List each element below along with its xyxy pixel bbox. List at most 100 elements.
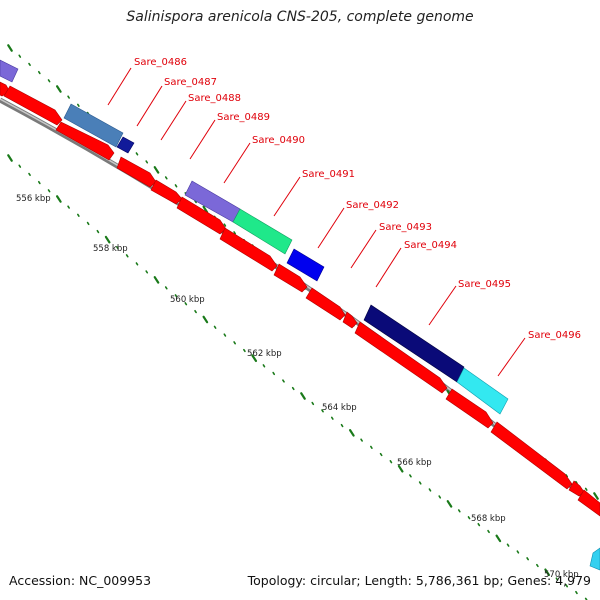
major-tick bbox=[55, 195, 62, 203]
minor-tick bbox=[86, 221, 90, 226]
label-leaders bbox=[107, 67, 526, 377]
cds-arrow bbox=[273, 263, 308, 293]
cds-arrow bbox=[577, 489, 600, 517]
minor-tick bbox=[96, 229, 100, 234]
gene-labels: Sare_0486 Sare_0487 Sare_0488 Sare_0489 … bbox=[134, 57, 581, 341]
major-tick bbox=[495, 534, 502, 543]
minor-tick bbox=[164, 176, 168, 180]
minor-tick bbox=[321, 409, 324, 413]
minor-tick bbox=[164, 286, 168, 290]
minor-tick bbox=[37, 180, 41, 185]
kbp-label: 568 kbp bbox=[471, 514, 506, 524]
gene-label: Sare_0488 bbox=[188, 93, 241, 104]
gene-label: Sare_0496 bbox=[528, 330, 581, 341]
major-tick bbox=[251, 354, 258, 363]
minor-tick bbox=[116, 246, 119, 250]
major-tick bbox=[104, 235, 111, 244]
cds-arrow bbox=[219, 227, 278, 272]
minor-tick bbox=[194, 309, 197, 314]
minor-tick bbox=[47, 189, 51, 193]
gene-label: Sare_0494 bbox=[404, 240, 457, 251]
minor-tick bbox=[223, 333, 227, 337]
major-tick bbox=[593, 492, 599, 500]
minor-tick bbox=[67, 95, 70, 99]
minor-tick bbox=[555, 577, 559, 581]
minor-tick bbox=[272, 371, 276, 376]
gene-block-next bbox=[589, 547, 600, 571]
minor-tick bbox=[135, 152, 139, 156]
minor-tick bbox=[526, 557, 529, 561]
minor-tick bbox=[213, 325, 217, 329]
minor-tick bbox=[477, 522, 481, 527]
kbp-label: 564 kbp bbox=[322, 403, 357, 413]
minor-tick bbox=[536, 563, 539, 568]
gene-block-0491 bbox=[286, 248, 325, 282]
gene-block-track bbox=[0, 59, 600, 571]
major-tick bbox=[202, 205, 209, 214]
minor-tick bbox=[174, 184, 178, 188]
gene-label: Sare_0495 bbox=[458, 279, 511, 290]
cds-arrow bbox=[342, 311, 358, 329]
gene-label: Sare_0493 bbox=[379, 222, 432, 233]
minor-tick bbox=[28, 62, 31, 67]
minor-tick bbox=[438, 495, 442, 499]
minor-tick bbox=[457, 509, 461, 513]
gene-block-0485 bbox=[0, 59, 19, 83]
gene-block-0487 bbox=[116, 136, 135, 154]
kbp-label: 566 kbp bbox=[397, 458, 432, 468]
major-tick bbox=[153, 166, 160, 174]
minor-tick bbox=[233, 341, 236, 345]
minor-tick bbox=[428, 488, 432, 492]
minor-tick bbox=[37, 70, 41, 75]
minor-tick bbox=[282, 379, 285, 383]
minor-tick bbox=[418, 481, 422, 485]
major-tick bbox=[446, 500, 453, 508]
minor-tick bbox=[145, 270, 149, 274]
cds-arrow bbox=[3, 85, 63, 126]
gene-label: Sare_0491 bbox=[302, 169, 355, 180]
cds-arrow bbox=[150, 179, 183, 205]
major-tick bbox=[153, 276, 160, 284]
major-tick bbox=[7, 154, 13, 162]
major-tick bbox=[397, 464, 404, 473]
minor-tick bbox=[125, 254, 129, 258]
major-tick bbox=[544, 568, 551, 577]
minor-tick bbox=[311, 401, 315, 406]
minor-tick bbox=[360, 438, 363, 442]
gene-block-0486 bbox=[63, 103, 124, 148]
major-tick bbox=[300, 392, 306, 400]
minor-tick bbox=[575, 590, 578, 595]
accession-label: Accession: NC_009953 bbox=[9, 573, 152, 588]
kbp-label: 570 kbp bbox=[544, 570, 579, 580]
major-tick bbox=[202, 315, 209, 324]
gene-label: Sare_0486 bbox=[134, 57, 187, 68]
minor-tick bbox=[370, 445, 373, 449]
minor-tick bbox=[467, 516, 471, 520]
gene-block-0495 bbox=[456, 367, 509, 415]
major-tick bbox=[7, 44, 13, 52]
minor-tick bbox=[18, 164, 22, 168]
minor-tick bbox=[77, 213, 80, 217]
kbp-label: 562 kbp bbox=[247, 349, 282, 359]
gene-label: Sare_0492 bbox=[346, 200, 399, 211]
minor-tick bbox=[379, 452, 383, 457]
minor-tick bbox=[223, 223, 227, 227]
minor-tick bbox=[506, 543, 510, 547]
cds-arrow bbox=[445, 388, 494, 429]
minor-tick bbox=[262, 364, 266, 368]
minor-tick bbox=[233, 231, 236, 235]
gene-block-0490 bbox=[232, 208, 293, 255]
minor-tick bbox=[135, 262, 139, 266]
major-tick bbox=[348, 429, 355, 437]
kbp-label: 560 kbp bbox=[170, 295, 205, 305]
minor-tick bbox=[584, 487, 588, 491]
minor-tick bbox=[28, 172, 31, 177]
minor-tick bbox=[487, 529, 490, 534]
minor-tick bbox=[389, 460, 393, 464]
gene-label: Sare_0490 bbox=[252, 135, 305, 146]
minor-tick bbox=[18, 54, 22, 58]
minor-tick bbox=[184, 302, 188, 306]
minor-tick bbox=[330, 416, 334, 420]
kbp-labels: 556 kbp 558 kbp 560 kbp 562 kbp 564 kbp … bbox=[16, 194, 579, 580]
